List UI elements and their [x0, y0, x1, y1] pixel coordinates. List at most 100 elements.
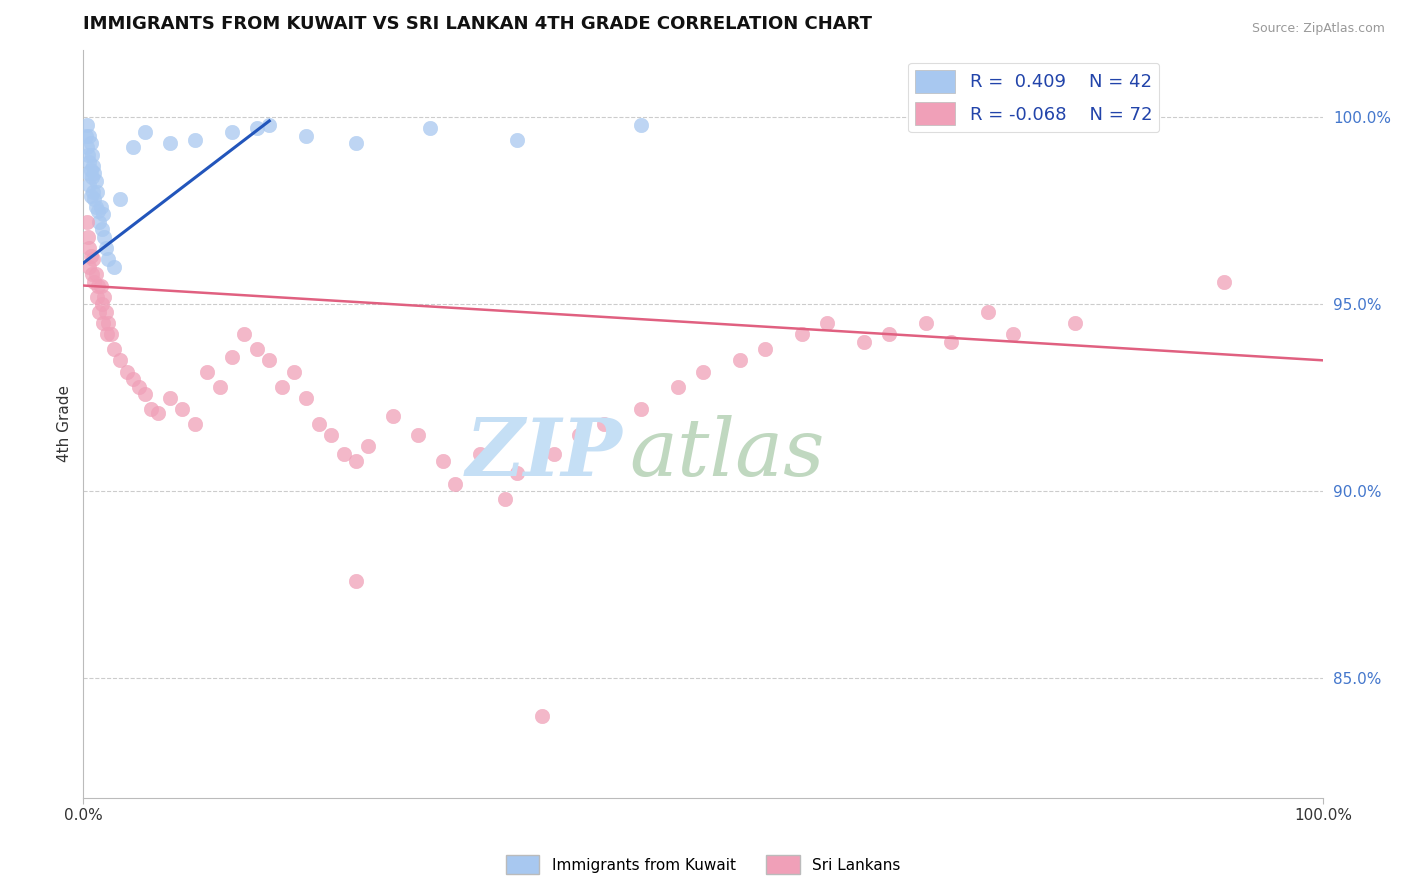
Point	[86, 185, 108, 199]
Point	[93, 230, 115, 244]
Point	[977, 304, 1000, 318]
Point	[84, 268, 107, 282]
Point	[110, 353, 132, 368]
Point	[83, 166, 105, 180]
Point	[91, 207, 114, 221]
Point	[122, 140, 145, 154]
Point	[344, 136, 367, 151]
Y-axis label: 4th Grade: 4th Grade	[58, 385, 72, 462]
Point	[134, 387, 156, 401]
Point	[221, 350, 243, 364]
Point	[531, 708, 554, 723]
Point	[321, 428, 343, 442]
Point	[90, 278, 112, 293]
Point	[94, 304, 117, 318]
Point	[96, 327, 118, 342]
Point	[754, 342, 776, 356]
Point	[344, 574, 367, 588]
Point	[80, 147, 103, 161]
Point	[75, 128, 97, 143]
Point	[344, 454, 367, 468]
Point	[87, 278, 110, 293]
Point	[79, 178, 101, 192]
Text: Source: ZipAtlas.com: Source: ZipAtlas.com	[1251, 22, 1385, 36]
Point	[184, 417, 207, 431]
Point	[84, 174, 107, 188]
Point	[270, 379, 292, 393]
Point	[103, 260, 125, 274]
Point	[94, 241, 117, 255]
Point	[84, 200, 107, 214]
Point	[122, 372, 145, 386]
Point	[76, 118, 98, 132]
Point	[110, 193, 132, 207]
Point	[941, 334, 963, 349]
Point	[80, 188, 103, 202]
Point	[853, 334, 876, 349]
Point	[83, 275, 105, 289]
Point	[82, 185, 104, 199]
Point	[100, 327, 122, 342]
Point	[468, 447, 491, 461]
Point	[1213, 275, 1236, 289]
Point	[543, 447, 565, 461]
Point	[295, 391, 318, 405]
Point	[77, 166, 100, 180]
Point	[815, 316, 838, 330]
Point	[76, 140, 98, 154]
Point	[89, 215, 111, 229]
Point	[877, 327, 900, 342]
Point	[79, 241, 101, 255]
Point	[184, 133, 207, 147]
Point	[80, 162, 103, 177]
Point	[80, 268, 103, 282]
Text: IMMIGRANTS FROM KUWAIT VS SRI LANKAN 4TH GRADE CORRELATION CHART: IMMIGRANTS FROM KUWAIT VS SRI LANKAN 4TH…	[83, 15, 872, 33]
Point	[172, 402, 194, 417]
Text: ZIP: ZIP	[465, 415, 623, 492]
Point	[208, 379, 231, 393]
Point	[159, 136, 181, 151]
Point	[79, 128, 101, 143]
Point	[283, 365, 305, 379]
Point	[90, 200, 112, 214]
Point	[1064, 316, 1087, 330]
Point	[134, 125, 156, 139]
Point	[80, 249, 103, 263]
Point	[79, 155, 101, 169]
Point	[97, 316, 120, 330]
Point	[730, 353, 752, 368]
Point	[76, 215, 98, 229]
Point	[382, 409, 405, 424]
Point	[494, 491, 516, 506]
Point	[506, 466, 529, 480]
Legend: R =  0.409    N = 42, R = -0.068    N = 72: R = 0.409 N = 42, R = -0.068 N = 72	[908, 62, 1160, 133]
Point	[406, 428, 429, 442]
Point	[593, 417, 616, 431]
Point	[308, 417, 330, 431]
Point	[444, 476, 467, 491]
Point	[86, 290, 108, 304]
Point	[91, 316, 114, 330]
Point	[259, 353, 281, 368]
Point	[159, 391, 181, 405]
Point	[332, 447, 354, 461]
Text: atlas: atlas	[628, 415, 824, 492]
Point	[419, 121, 441, 136]
Point	[115, 365, 138, 379]
Point	[221, 125, 243, 139]
Point	[90, 222, 112, 236]
Point	[630, 402, 652, 417]
Point	[792, 327, 814, 342]
Point	[668, 379, 690, 393]
Point	[246, 342, 269, 356]
Point	[83, 193, 105, 207]
Point	[233, 327, 256, 342]
Point	[630, 118, 652, 132]
Point	[87, 203, 110, 218]
Point	[295, 128, 318, 143]
Point	[141, 402, 163, 417]
Point	[128, 379, 150, 393]
Point	[97, 252, 120, 267]
Legend: Immigrants from Kuwait, Sri Lankans: Immigrants from Kuwait, Sri Lankans	[499, 849, 907, 880]
Point	[79, 260, 101, 274]
